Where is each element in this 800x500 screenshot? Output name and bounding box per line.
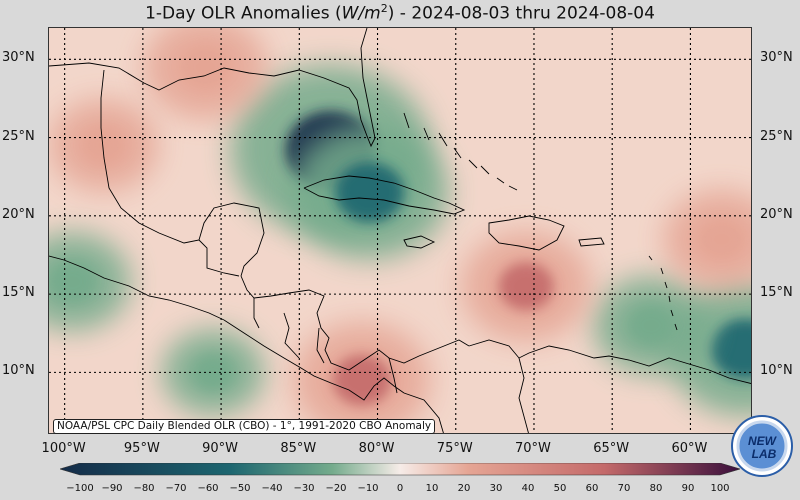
colorbar-tick-label: −30 xyxy=(293,483,315,494)
colorbar xyxy=(60,463,740,476)
mexico-pacific-coastline xyxy=(49,255,225,321)
colorbar-tick-label: 40 xyxy=(521,483,535,494)
cuba-outline xyxy=(303,175,466,215)
anomaly-core-negative xyxy=(710,318,751,379)
lesser-antilles xyxy=(648,255,678,331)
colorbar-tick-label: −80 xyxy=(133,483,155,494)
map-panel xyxy=(48,27,752,434)
lat-label-left: 25°N xyxy=(2,128,35,144)
colorbar-tick-label: 60 xyxy=(585,483,599,494)
anomaly-map xyxy=(49,28,751,433)
logo-text-bottom: LAB xyxy=(752,447,777,461)
colorbar-tick-label: −60 xyxy=(197,483,219,494)
colorbar-tick-label: −10 xyxy=(357,483,379,494)
colorbar-tick-label: −50 xyxy=(229,483,251,494)
anomaly-core-negative xyxy=(627,304,676,347)
us-gulf-coastline xyxy=(49,28,376,148)
anomaly-core-negative xyxy=(335,162,405,223)
anomaly-core-positive xyxy=(179,44,232,90)
colorbar-tick-label: 70 xyxy=(617,483,631,494)
lat-label-left: 20°N xyxy=(2,206,35,222)
lat-label-left: 30°N xyxy=(2,50,35,66)
anomaly-core-negative xyxy=(192,354,234,391)
lon-label: 60°W xyxy=(671,441,708,456)
title-unit: W/m xyxy=(341,3,381,24)
lon-label: 80°W xyxy=(358,441,395,456)
anomaly-core-negative xyxy=(49,260,97,303)
lon-label: 75°W xyxy=(436,441,473,456)
lat-label-right: 10°N xyxy=(760,363,793,379)
lon-label: 100°W xyxy=(41,441,86,456)
colorbar-tick-label: 20 xyxy=(457,483,471,494)
hispaniola-outline xyxy=(488,215,565,251)
colorbar-tick-label: −100 xyxy=(66,483,94,494)
lon-label: 65°W xyxy=(593,441,630,456)
colorbar-tick-label: 50 xyxy=(553,483,567,494)
jamaica-outline xyxy=(403,235,436,249)
title-suffix: ) - 2024-08-03 thru 2024-08-04 xyxy=(387,3,655,24)
map-title: 1-Day OLR Anomalies (W/m2) - 2024-08-03 … xyxy=(0,2,800,24)
colorbar-tick-label: −90 xyxy=(101,483,123,494)
colorbar-tick-label: 30 xyxy=(489,483,503,494)
lon-label: 85°W xyxy=(280,441,317,456)
colorbar-gradient xyxy=(60,463,740,476)
central-america-caribbean-coastline xyxy=(240,275,470,371)
central-america-pacific-coastline xyxy=(223,319,405,401)
colorbar-tick-label: 90 xyxy=(681,483,695,494)
anomaly-core-positive xyxy=(697,218,746,261)
logo-text-top: NEW xyxy=(748,434,778,448)
colorbar-tick-label: −70 xyxy=(165,483,187,494)
south-america-coastline xyxy=(403,339,751,433)
lon-label: 95°W xyxy=(123,441,160,456)
colorbar-tick-label: 100 xyxy=(710,483,730,494)
title-unit-superscript: 2 xyxy=(380,2,388,15)
colorbar-tick-label: 0 xyxy=(396,483,404,494)
coastline-layer xyxy=(49,28,751,433)
lat-label-right: 25°N xyxy=(760,128,793,144)
puerto-rico-outline xyxy=(578,237,605,247)
lat-label-right: 30°N xyxy=(760,50,793,66)
lat-label-left: 10°N xyxy=(2,363,35,379)
lat-label-right: 15°N xyxy=(760,285,793,301)
colorbar-tick-label: −40 xyxy=(261,483,283,494)
title-prefix: 1-Day OLR Anomalies ( xyxy=(145,3,342,24)
lon-label: 70°W xyxy=(515,441,551,456)
anomaly-core-positive xyxy=(332,354,392,406)
data-source-label: NOAA/PSL CPC Daily Blended OLR (CBO) - 1… xyxy=(53,419,436,434)
anomaly-core-positive xyxy=(81,125,127,165)
anomaly-field xyxy=(49,28,751,433)
graticule xyxy=(49,28,751,433)
colorbar-tick-label: 80 xyxy=(649,483,663,494)
country-borders xyxy=(198,239,529,433)
lon-label: 90°W xyxy=(202,441,239,456)
lat-label-right: 20°N xyxy=(760,206,793,222)
colorbar-tick-label: −20 xyxy=(325,483,347,494)
colorbar-tick-label: 10 xyxy=(425,483,439,494)
lat-label-left: 15°N xyxy=(2,285,35,301)
bahamas-islands xyxy=(403,112,518,191)
anomaly-core-positive xyxy=(498,262,554,311)
mexico-gulf-coastline xyxy=(100,69,265,277)
new-lab-logo: NEW LAB xyxy=(731,415,793,477)
